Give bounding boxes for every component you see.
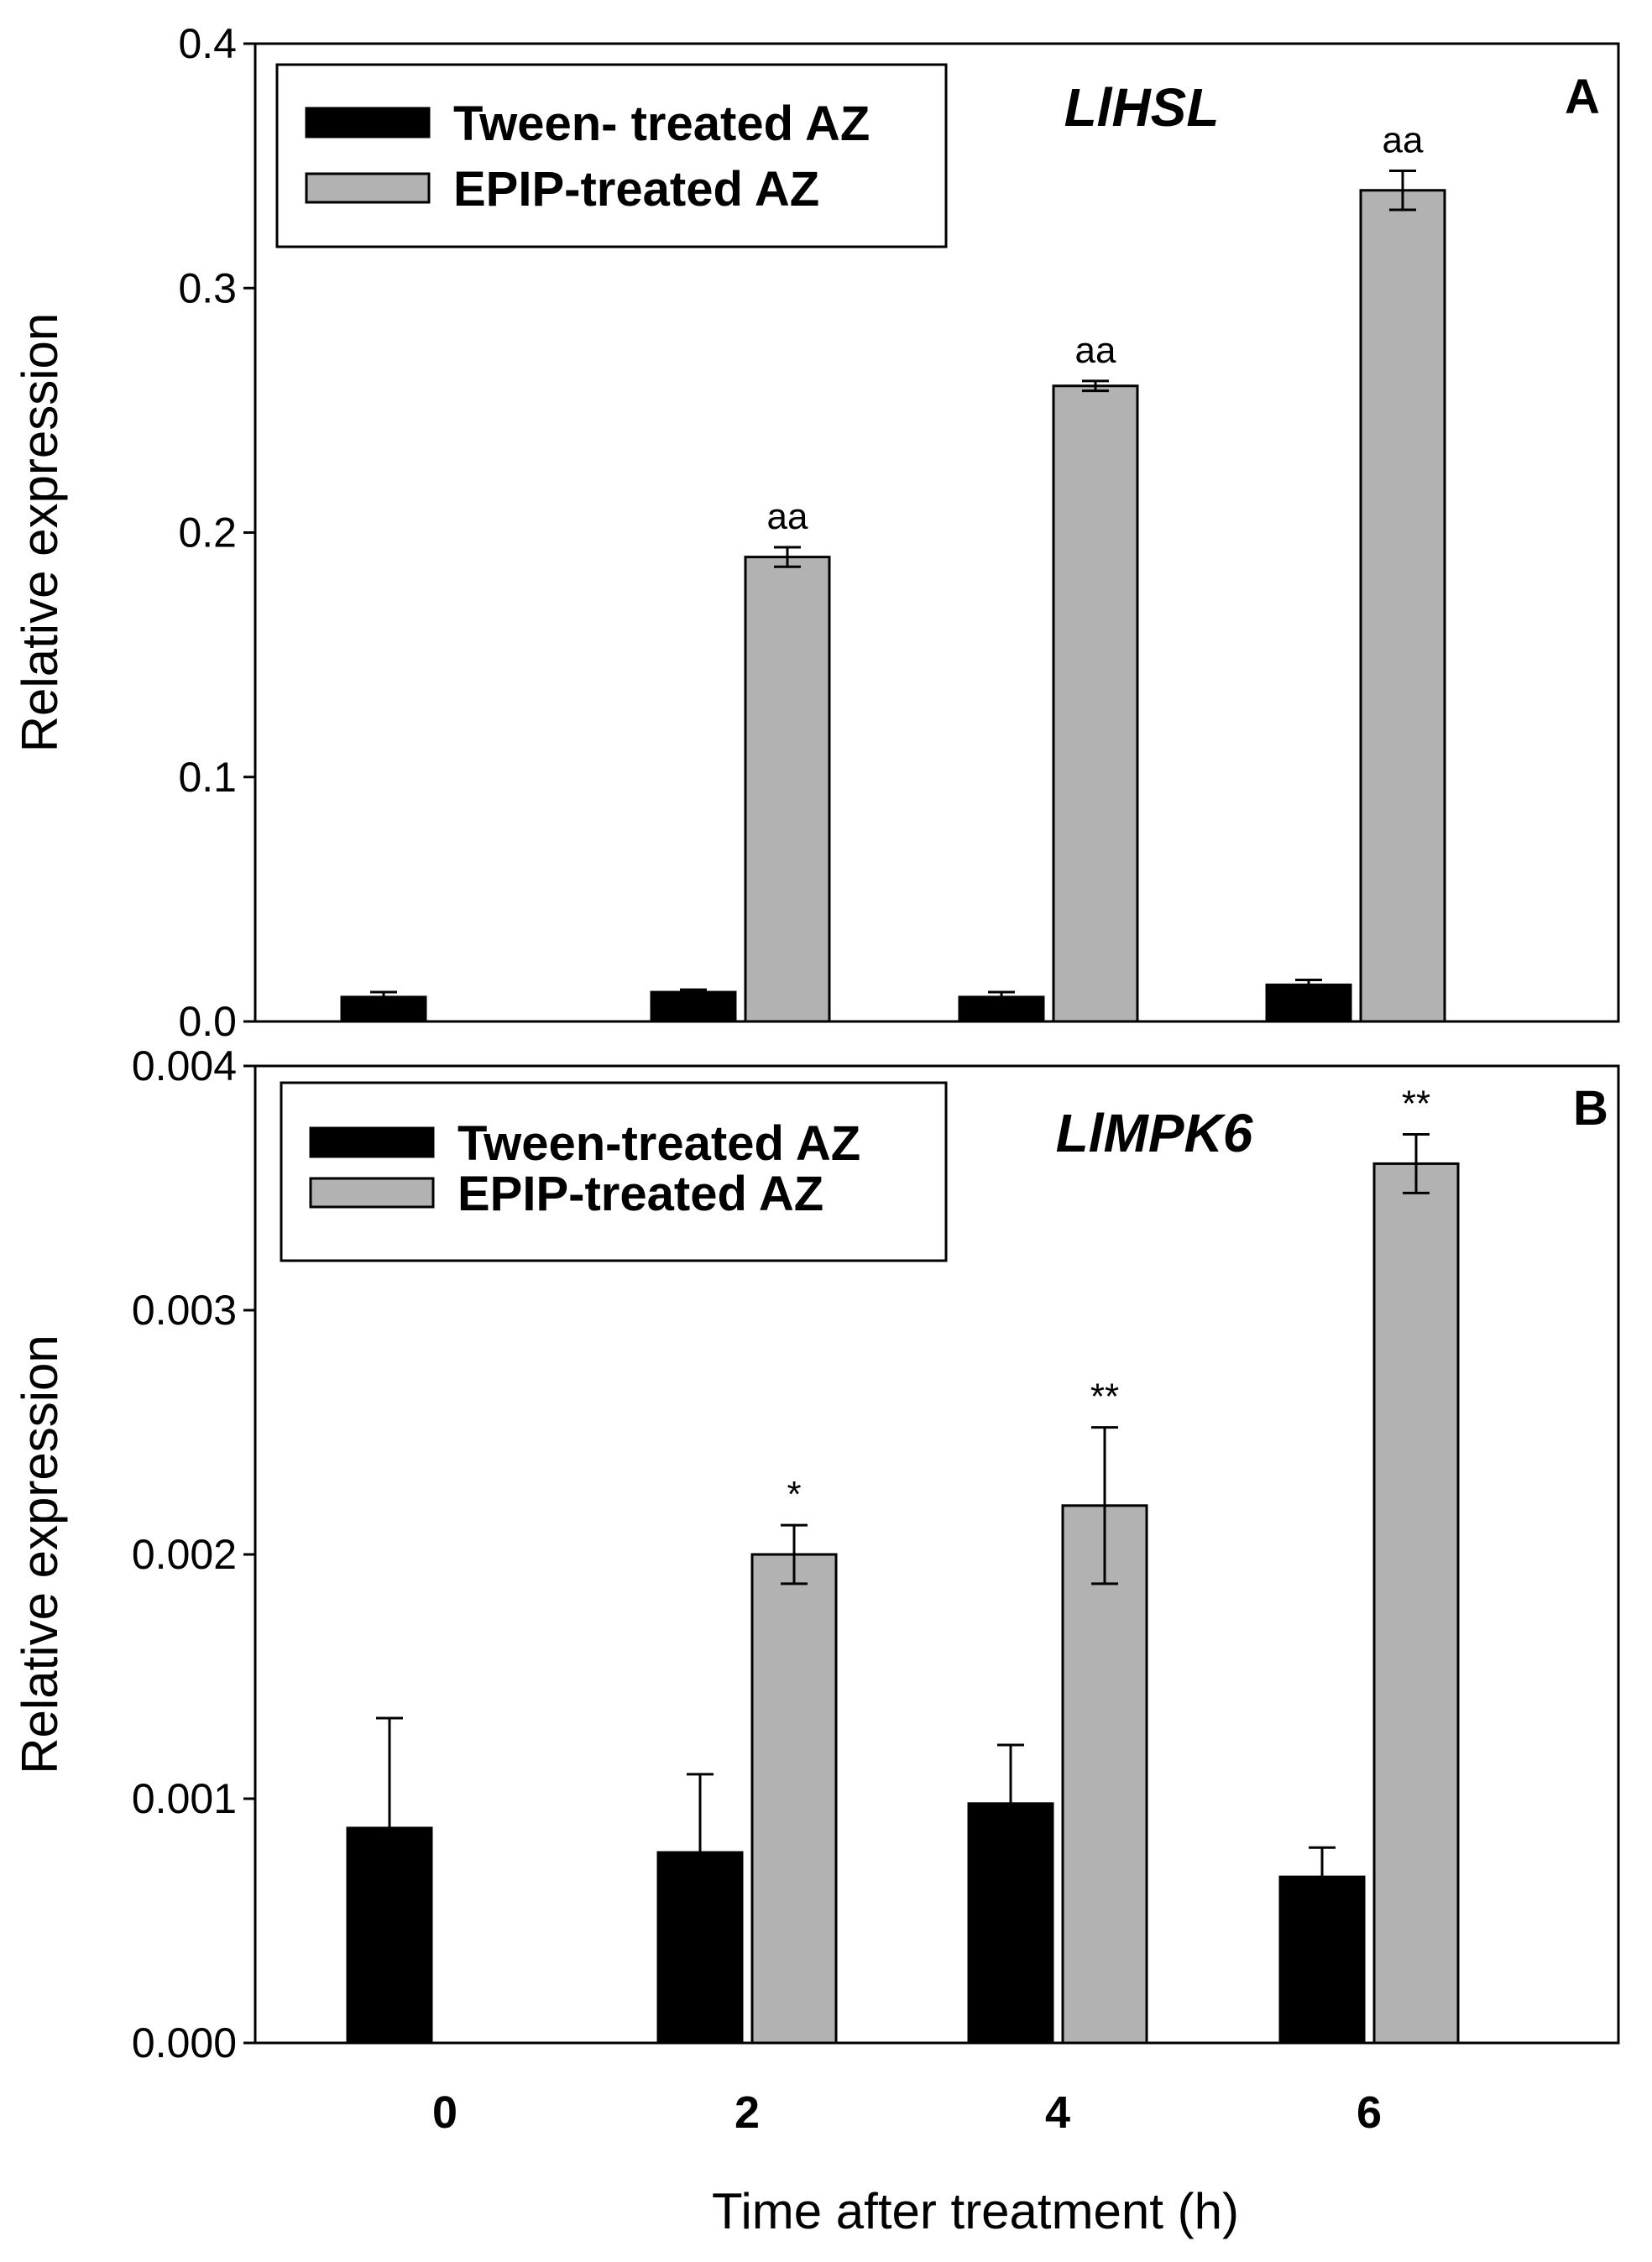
significance-label-2: * [787,1474,801,1515]
y-tick-label: 0.0 [178,998,237,1045]
significance-label-6: ** [1402,1083,1430,1124]
y-tick-label: 0.2 [178,509,237,556]
legend-box-A [275,63,948,248]
panel-label-B: B [1573,1081,1608,1136]
x-tick-label: 2 [735,2087,760,2138]
y-tick-label: 0.004 [132,1042,237,1089]
legend-label: EPIP-treated AZ [457,1167,823,1221]
y-axis-title: Relative expression [12,313,68,753]
tween-bar-4 [958,995,1045,1023]
tween-bar-0 [346,1826,433,2045]
epip-bar-6 [1359,189,1446,1023]
tween-bar-6 [1278,1875,1366,2045]
legend-label: Tween-treated AZ [457,1116,860,1171]
epip-bar-4 [1061,1504,1148,2045]
x-tick-label: 4 [1045,2087,1070,2138]
gene-title-A: LlHSL [1064,77,1220,138]
legend-swatch [309,1126,435,1158]
epip-bar-6 [1372,1162,1460,2045]
y-axis-title: Relative expression [12,1335,68,1774]
legend-label: Tween- treated AZ [453,97,870,151]
x-axis-title: Time after treatment (h) [712,2183,1239,2239]
significance-label-2: aa [767,496,808,537]
legend-swatch [309,1177,435,1209]
significance-label-4: ** [1090,1377,1119,1418]
x-tick-label: 0 [432,2087,457,2138]
tween-bar-4 [967,1802,1054,2045]
tween-bar-0 [340,995,427,1023]
y-tick-label: 0.003 [132,1287,237,1334]
legend-label: EPIP-treated AZ [453,162,819,217]
y-tick-label: 0.1 [178,754,237,801]
y-tick-label: 0.001 [132,1775,237,1822]
y-tick-label: 0.002 [132,1531,237,1578]
legend-swatch [305,107,431,138]
tween-bar-2 [656,1851,744,2045]
y-tick-label: 0.3 [178,264,237,311]
epip-bar-2 [744,556,831,1023]
tween-bar-6 [1265,983,1352,1023]
legend-swatch [305,172,431,204]
epip-bar-4 [1052,384,1139,1023]
gene-title-B: LlMPK6 [1056,1103,1253,1163]
x-tick-label: 6 [1357,2087,1382,2138]
legend-box-B [280,1081,948,1262]
epip-bar-2 [750,1553,838,2045]
y-tick-label: 0.4 [178,20,237,67]
tween-bar-2 [650,990,737,1023]
significance-label-6: aa [1383,119,1424,160]
y-tick-label: 0.000 [132,2019,237,2066]
panel-label-A: A [1565,70,1600,124]
significance-label-4: aa [1075,330,1116,371]
